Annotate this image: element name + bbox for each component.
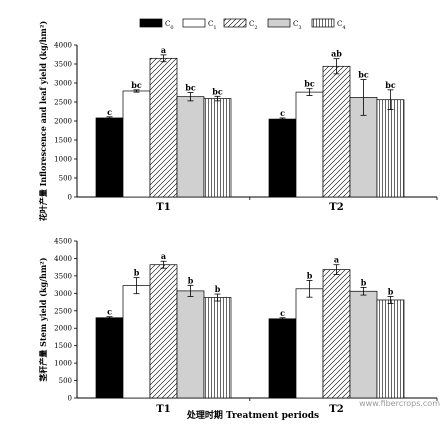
y-tick-label: 2000 (54, 118, 72, 126)
significance-label: a (334, 255, 339, 265)
y-tick-label: 3500 (54, 272, 72, 280)
bar-t2-c4 (376, 99, 405, 198)
legend-swatch-c3 (267, 18, 291, 28)
category-label-t2: T2 (329, 202, 343, 213)
y-tick-label: 2500 (54, 99, 72, 107)
legend-swatch-c0 (139, 18, 163, 28)
watermark-text: www.fibercrops.com (359, 399, 440, 408)
y-tick-label: 1500 (54, 342, 72, 350)
significance-label: b (134, 268, 140, 278)
y-axis-title: 茎秆产量 Stem yield (kg/hm²) (38, 257, 48, 381)
y-tick-label: 4000 (54, 255, 72, 263)
legend: C0 C1 C2 C3 C4 (139, 18, 346, 31)
y-tick-label: 1500 (54, 137, 72, 145)
significance-label: c (280, 308, 285, 318)
legend-label-c3: C3 (293, 20, 302, 31)
significance-label: c (107, 107, 112, 117)
y-tick-label: 4000 (54, 42, 72, 50)
significance-label: b (361, 277, 367, 287)
bar-t2-c3 (349, 290, 378, 399)
y-tick-label: 2000 (54, 325, 72, 333)
significance-label: a (161, 45, 166, 55)
category-label-t1: T1 (156, 202, 170, 213)
y-tick-label: 0 (68, 194, 72, 202)
significance-label: b (388, 286, 394, 296)
legend-label-c2: C2 (249, 20, 258, 31)
bar-t2-c2 (322, 269, 351, 399)
y-axis-title: 花叶产量 Inflorescence and leaf yield (kg/hm… (38, 21, 48, 222)
significance-label: b (188, 275, 194, 285)
bar-t1-c2 (149, 57, 178, 198)
significance-label: bc (131, 80, 142, 90)
legend-label-c0: C0 (165, 20, 174, 31)
bar-t1-c2 (149, 264, 178, 399)
significance-label: a (161, 251, 166, 261)
y-tick-label: 4500 (54, 238, 72, 246)
y-tick-label: 1000 (54, 156, 72, 164)
significance-label: bc (304, 79, 315, 89)
y-tick-label: 3500 (54, 61, 72, 69)
bar-t1-c3 (176, 290, 205, 399)
significance-label: bc (212, 86, 223, 96)
legend-swatch-c2 (223, 18, 247, 28)
significance-label: ab (331, 49, 342, 59)
y-tick-label: 500 (59, 175, 72, 183)
bar-t2-c1 (295, 288, 324, 399)
legend-swatch-c1 (182, 18, 206, 28)
bar-t1-c1 (122, 90, 151, 198)
category-label-t1: T1 (156, 404, 170, 415)
y-tick-label: 1000 (54, 360, 72, 368)
bar-t1-c4 (203, 297, 232, 399)
chart-panel-inflorescence-leaf-yield: 0 500 1000 1500 2000 2500 3000 3500 4000 c c bc bc a a… (38, 21, 438, 222)
significance-label: b (307, 270, 313, 280)
significance-label: bc (385, 80, 396, 90)
y-tick-label: 3000 (54, 290, 72, 298)
significance-label: bc (358, 70, 369, 80)
bar-t1-c0 (95, 117, 124, 198)
significance-label: c (107, 307, 112, 317)
bar-t2-c4 (376, 299, 405, 399)
chart-panel-stem-yield: 0 500 1000 1500 2000 2500 3000 3500 4000 4500 c c b b… (38, 238, 438, 415)
y-tick-label: 500 (59, 377, 72, 385)
bar-t2-c0 (268, 118, 297, 198)
bar-t1-c0 (95, 317, 124, 399)
significance-label: b (215, 284, 221, 294)
legend-label-c1: C1 (208, 20, 217, 31)
y-tick-label: 2500 (54, 307, 72, 315)
legend-label-c4: C4 (337, 20, 346, 31)
bar-t2-c2 (322, 65, 351, 198)
bar-t2-c1 (295, 91, 324, 198)
bar-t2-c0 (268, 318, 297, 399)
significance-label: c (280, 108, 285, 118)
bar-t1-c4 (203, 98, 232, 198)
legend-swatch-c4 (311, 18, 335, 28)
x-axis-title: 处理时期 Treatment periods (186, 409, 319, 421)
significance-label: bc (185, 83, 196, 93)
y-tick-label: 0 (68, 395, 72, 403)
bar-t1-c3 (176, 96, 205, 198)
category-label-t2: T2 (329, 404, 343, 415)
bar-t1-c1 (122, 285, 151, 399)
y-tick-label: 3000 (54, 80, 72, 88)
